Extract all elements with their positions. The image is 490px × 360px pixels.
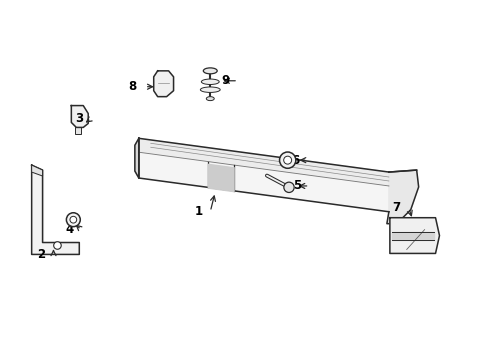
Polygon shape (72, 105, 88, 127)
Text: 8: 8 (128, 80, 137, 93)
Text: 3: 3 (75, 112, 83, 125)
Circle shape (70, 216, 77, 223)
Circle shape (284, 182, 294, 193)
Circle shape (284, 156, 292, 164)
Text: 4: 4 (65, 223, 74, 236)
Text: 9: 9 (222, 74, 230, 87)
Polygon shape (75, 127, 81, 134)
Text: 7: 7 (392, 201, 401, 214)
Ellipse shape (200, 87, 220, 93)
Text: 5: 5 (294, 179, 301, 193)
Text: 6: 6 (292, 154, 299, 167)
Polygon shape (139, 152, 389, 212)
Polygon shape (135, 138, 139, 178)
Ellipse shape (201, 79, 219, 85)
Polygon shape (208, 164, 234, 192)
Circle shape (54, 242, 61, 249)
Polygon shape (32, 165, 43, 176)
Polygon shape (154, 71, 173, 96)
Polygon shape (32, 165, 79, 255)
Polygon shape (392, 231, 434, 239)
Ellipse shape (203, 68, 217, 74)
Circle shape (279, 152, 296, 168)
Polygon shape (139, 138, 389, 186)
Polygon shape (390, 218, 440, 253)
Ellipse shape (206, 96, 214, 100)
Text: 1: 1 (194, 205, 202, 218)
Polygon shape (387, 170, 418, 224)
Text: 2: 2 (37, 248, 46, 261)
Circle shape (66, 213, 80, 227)
